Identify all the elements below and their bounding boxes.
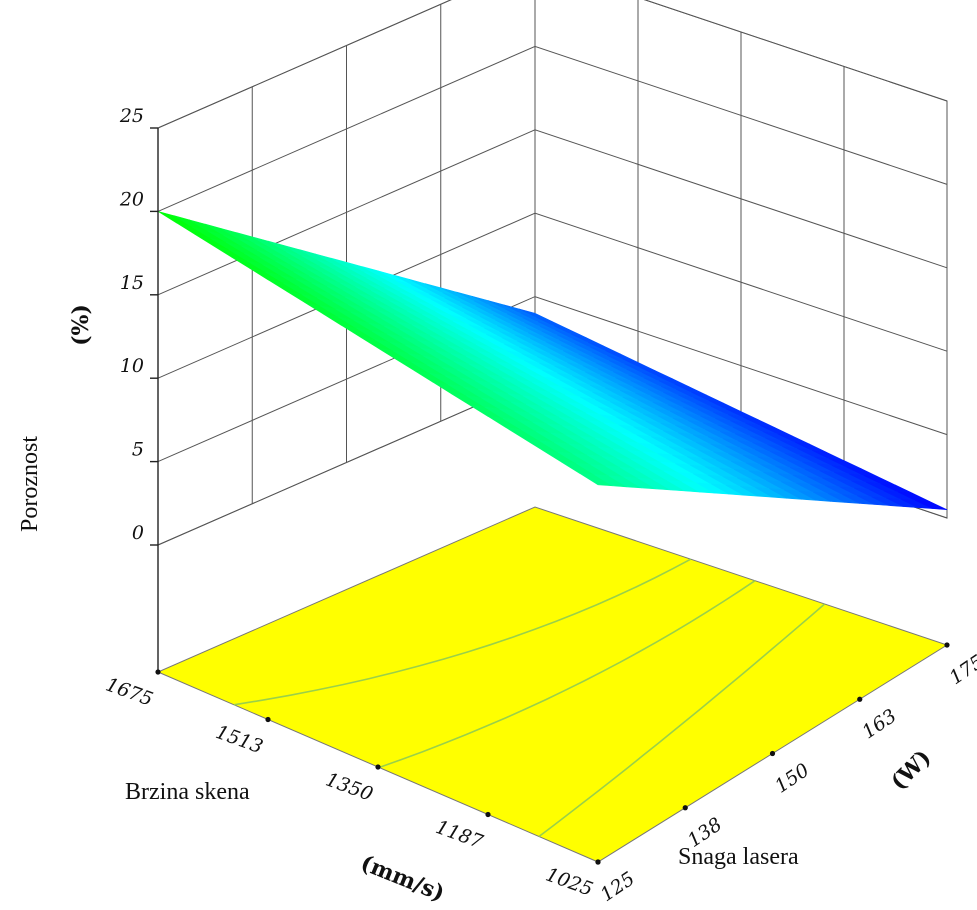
z-tick-label: 25: [119, 105, 144, 127]
y-tick-mark: [595, 859, 601, 865]
y-axis-unit: (W): [886, 745, 937, 796]
z-tick-label: 5: [132, 439, 144, 461]
x-tick-label: 1350: [323, 768, 376, 805]
contour-floor: [156, 506, 949, 863]
x-tick-label: 1675: [103, 673, 156, 710]
x-tick-label: 1025: [543, 863, 596, 900]
y-tick-label: 163: [858, 705, 900, 744]
surface-patch: [915, 500, 948, 510]
y-tick-mark: [944, 642, 950, 648]
floor-contour-lines: [233, 558, 826, 838]
contour-line: [233, 558, 692, 706]
y-tick-label: 175: [945, 651, 977, 690]
contour-line: [378, 580, 756, 769]
z-axis-unit: (%): [68, 304, 94, 346]
x-tick-mark: [375, 764, 381, 770]
x-tick-mark: [155, 669, 161, 675]
z-tick-label: 15: [120, 272, 144, 294]
z-tick-label: 20: [119, 188, 144, 210]
x-tick-label: 1187: [433, 816, 487, 854]
z-tick-label: 10: [120, 355, 144, 377]
z-gridline: [157, 45, 948, 212]
y-tick-mark: [682, 805, 688, 811]
x-axis-unit: (mm/s): [357, 850, 448, 907]
x-tick-label: 1513: [213, 721, 266, 758]
y-tick-mark: [769, 750, 776, 757]
x-axis-title: Brzina skena: [125, 779, 250, 805]
contour-line: [538, 603, 826, 838]
z-tick-label: 0: [132, 522, 144, 544]
y-axis-title: Snaga lasera: [678, 844, 799, 870]
x-tick-mark: [265, 716, 271, 723]
x-tick-mark: [485, 811, 491, 818]
z-axis-title: Poroznost: [17, 436, 43, 532]
y-tick-label: 125: [596, 868, 638, 907]
response-surface: [157, 211, 948, 510]
y-tick-mark: [857, 696, 863, 702]
z-gridline: [157, 0, 948, 129]
y-tick-label: 150: [771, 759, 813, 798]
